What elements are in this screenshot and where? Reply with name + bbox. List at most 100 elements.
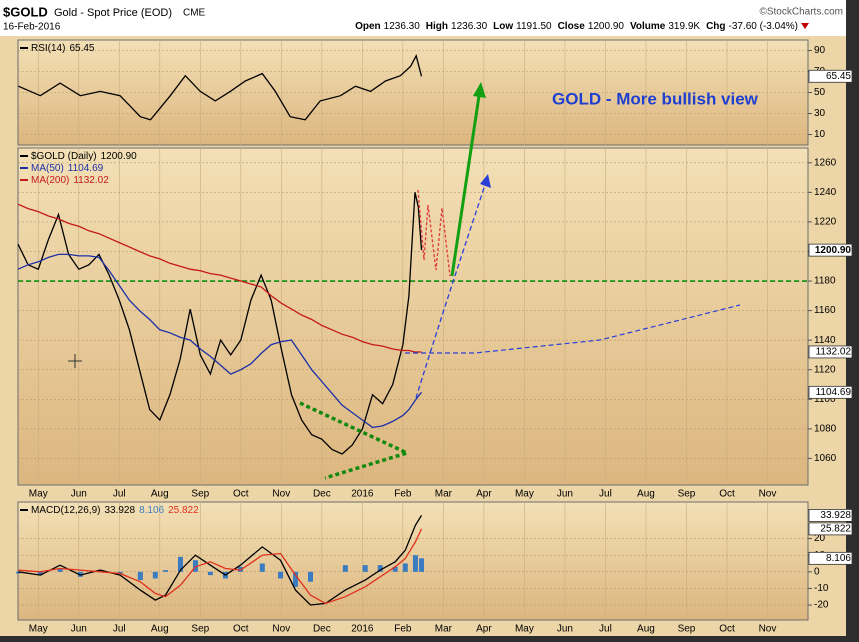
x-tick-label: Aug (151, 624, 169, 635)
histogram-bar (152, 571, 158, 579)
symbol: $GOLD (3, 4, 48, 19)
quote-value: 1236.30 (384, 21, 421, 32)
y-tick-label: 1140 (814, 335, 836, 346)
annotation: GOLD - More bullish view (552, 89, 759, 108)
panels: 1030507090RSI(14)65.4565.45MayJunJulAugS… (15, 39, 853, 635)
drawings: GOLD - More bullish view (68, 82, 759, 480)
y-tick-label: 10 (814, 129, 826, 140)
y-tick-label: 1160 (814, 305, 836, 316)
histogram-bar (57, 568, 63, 572)
legend-entry: $GOLD (Daily) 1200.90 (31, 151, 137, 162)
y-tick-label: 1060 (814, 453, 837, 464)
legend-name: $GOLD (Daily) (31, 151, 97, 162)
y-tick-label: 1100 (814, 394, 836, 405)
histogram-bar (177, 556, 183, 572)
legend-name: MA(200) (31, 175, 69, 186)
quote-value: -37.60 (-3.04%) (729, 21, 798, 32)
histogram-bar (15, 571, 21, 574)
legend-entry: MA(50) 1104.69 (31, 163, 104, 174)
histogram-bar (392, 566, 398, 572)
x-tick-label: Feb (394, 624, 412, 635)
y-tick-label: 1220 (814, 217, 837, 228)
histogram-bar (97, 570, 103, 572)
x-tick-label: Jul (599, 489, 612, 500)
quote-label: Low (493, 21, 513, 32)
y-tick-label: 90 (814, 45, 826, 56)
x-tick-label: Sep (191, 624, 209, 635)
histogram-bar (37, 571, 43, 576)
source: ©StockCharts.com (759, 7, 843, 18)
x-tick-label: Sep (678, 624, 696, 635)
y-tick-label: 1180 (814, 276, 836, 287)
value-tag (808, 345, 853, 359)
arrowhead (473, 82, 486, 98)
quote-value: 319.9K (668, 21, 700, 32)
legend-value: 8.106 (139, 505, 164, 516)
x-tick-label: May (515, 624, 534, 635)
value-tag-label: 8.106 (826, 553, 851, 564)
legend-value: 25.822 (168, 505, 199, 516)
x-tick-label: Oct (233, 624, 249, 635)
projection (415, 181, 487, 399)
quote-label: Open (355, 21, 381, 32)
change-arrow (801, 23, 809, 29)
histogram-bar (162, 570, 168, 572)
x-tick-label: Apr (476, 624, 492, 635)
histogram-bar (192, 560, 198, 572)
value-tag (808, 509, 853, 522)
x-tick-label: 2016 (351, 489, 374, 500)
y-tick-label: 20 (814, 533, 826, 544)
value-tag (808, 522, 853, 536)
x-tick-label: Nov (759, 624, 777, 635)
legend-value: 65.45 (69, 43, 94, 54)
panel (17, 147, 809, 486)
x-tick-label: Aug (151, 489, 169, 500)
x-tick-label: Jul (113, 489, 126, 500)
value-tag (808, 243, 853, 257)
series-line (17, 253, 423, 429)
quote-label: Volume (630, 21, 666, 32)
histogram-bar (117, 571, 123, 574)
histogram-bar (137, 571, 143, 581)
quote: Open 1236.30 High 1236.30 Low 1191.50 Close 120… (355, 21, 798, 32)
value-tag-label: 33.928 (820, 510, 851, 521)
x-tick-label: Dec (313, 489, 331, 500)
exchange: CME (183, 8, 206, 19)
x-tick-label: Sep (678, 489, 696, 500)
y-tick-label: -10 (814, 583, 829, 594)
value-tag-label: 65.45 (826, 71, 851, 82)
x-tick-label: Oct (719, 489, 735, 500)
series-line (18, 54, 423, 121)
x-tick-label: Aug (637, 624, 655, 635)
quote-label: High (426, 21, 448, 32)
value-tag-label: 1104.69 (816, 387, 852, 398)
quote-label: Chg (706, 21, 725, 32)
legend-value: 1104.69 (68, 163, 104, 174)
frame (0, 636, 859, 642)
x-tick-label: Aug (637, 489, 655, 500)
legend-name: RSI(14) (31, 43, 65, 54)
x-tick-label: Dec (313, 624, 331, 635)
y-tick-label: 1080 (814, 423, 837, 434)
x-tick-label: Jul (599, 624, 612, 635)
histogram-bar (402, 563, 408, 572)
histogram-bar (308, 571, 314, 582)
y-tick-label: -20 (814, 600, 829, 611)
quote-value: 1191.50 (516, 21, 552, 32)
triangle (299, 401, 412, 480)
x-tick-label: Nov (272, 624, 290, 635)
value-tag (808, 69, 853, 83)
y-tick-label: 0 (814, 566, 820, 577)
x-tick-label: 2016 (351, 624, 374, 635)
value-tag-label: 25.822 (820, 524, 851, 535)
x-tick-label: Jun (557, 624, 573, 635)
histogram-bar (293, 571, 299, 587)
x-tick-label: May (515, 489, 534, 500)
projection (405, 304, 741, 354)
legend-name: MA(50) (31, 163, 64, 174)
x-tick-label: Oct (719, 624, 735, 635)
quote-value: 1236.30 (451, 21, 488, 32)
x-tick-label: Nov (759, 489, 777, 500)
